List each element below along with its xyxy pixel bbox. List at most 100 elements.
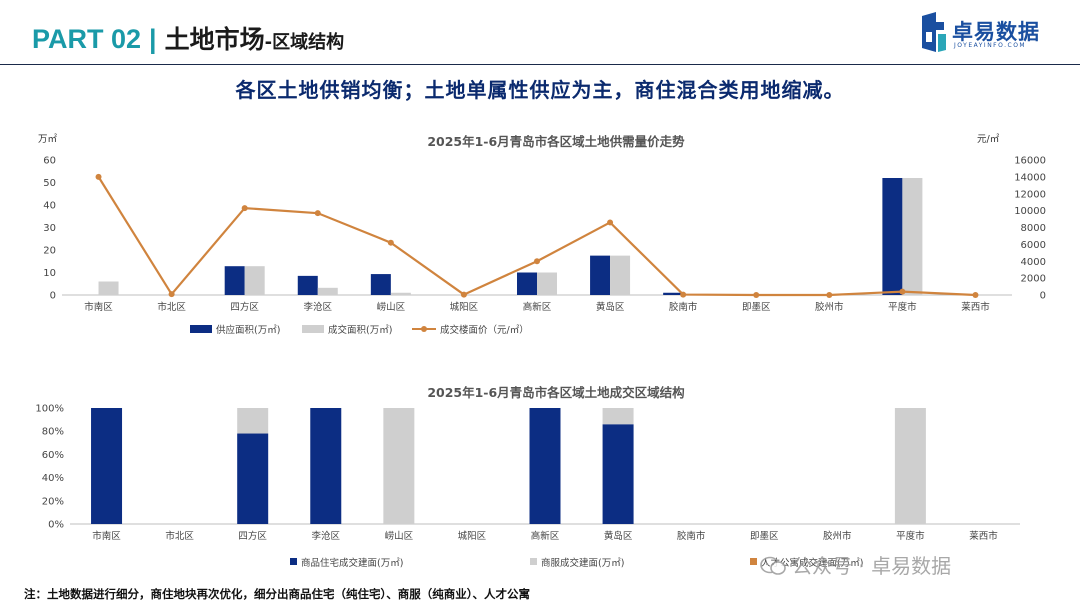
headline: 各区土地供销均衡；土地单属性供应为主，商住混合类用地缩减。 <box>235 78 845 102</box>
y-tick-label-right: 14000 <box>1014 172 1046 183</box>
y-tick-label: 60% <box>42 450 64 461</box>
y-tick-label-right: 10000 <box>1014 206 1046 217</box>
residential-bar <box>237 433 269 524</box>
part-number: PART 02 <box>32 24 142 54</box>
price-point <box>607 219 614 226</box>
price-point <box>241 205 248 212</box>
x-tick-label: 市北区 <box>157 301 186 313</box>
y-tick-label-right: 2000 <box>1021 274 1046 285</box>
y-axis-unit-left: 万㎡ <box>38 134 58 145</box>
x-tick-label: 平度市 <box>896 530 925 542</box>
chart-title: 2025年1-6月青岛市各区域土地成交区域结构 <box>427 385 684 400</box>
commercial-bar <box>237 408 269 434</box>
y-tick-label-right: 16000 <box>1014 156 1046 167</box>
legend-swatch-supply <box>190 325 212 333</box>
supply-bar <box>590 255 611 295</box>
legend-label-supply: 供应面积(万㎡) <box>216 324 280 336</box>
brand-name: 卓易数据 <box>952 20 1040 44</box>
brand-logo: 卓易数据 JOYEAYINFO.COM <box>918 10 1068 54</box>
y-tick-label-right: 4000 <box>1021 257 1046 268</box>
y-tick-label-right: 12000 <box>1014 189 1046 200</box>
y-tick-label: 20% <box>42 496 64 507</box>
residential-bar <box>529 408 561 524</box>
x-tick-label: 胶南市 <box>677 530 706 542</box>
deal-bar <box>317 287 338 295</box>
x-tick-label: 崂山区 <box>385 531 414 542</box>
deal-structure-chart: 2025年1-6月青岛市各区域土地成交区域结构 0% 20% 40% 60% 80% 100… <box>35 385 1020 569</box>
y-tick-label-right: 8000 <box>1021 223 1046 234</box>
x-tick-label: 黄岛区 <box>596 301 625 313</box>
supply-bar <box>517 272 537 295</box>
supply-bar <box>370 274 391 295</box>
price-point <box>387 239 394 246</box>
y-tick-label-left: 10 <box>43 268 56 279</box>
x-tick-label: 李沧区 <box>304 301 333 313</box>
x-tick-label: 平度市 <box>888 301 917 313</box>
brand-mark-icon <box>922 12 946 52</box>
x-tick-label: 城阳区 <box>450 302 479 313</box>
x-tick-label: 胶州市 <box>823 530 852 542</box>
y-tick-label-left: 40 <box>43 201 56 212</box>
x-tick-label: 高新区 <box>523 301 552 313</box>
supply-bar <box>663 292 684 295</box>
y-tick-label: 0% <box>48 520 64 531</box>
commercial-bar <box>894 408 926 524</box>
x-tick-label: 崂山区 <box>377 302 406 313</box>
legend-label-residential: 商品住宅成交建面(万㎡) <box>301 557 403 569</box>
price-point <box>972 292 979 298</box>
legend-label-commercial: 商服成交建面(万㎡) <box>541 557 624 569</box>
supply-bar <box>297 275 318 295</box>
x-tick-label: 高新区 <box>531 530 560 542</box>
supply-bar <box>224 266 245 295</box>
price-point <box>168 291 175 298</box>
watermark-text: 公众号 · 卓易数据 <box>792 554 952 578</box>
x-tick-label: 即墨区 <box>750 531 779 542</box>
y-tick-label-left: 0 <box>50 291 56 302</box>
price-point <box>753 292 760 298</box>
x-tick-label: 市北区 <box>165 530 194 542</box>
deal-bar <box>244 266 265 295</box>
deal-bar <box>537 272 557 295</box>
residential-bar <box>310 408 342 524</box>
deal-bar <box>610 255 631 295</box>
legend-label-deal: 成交面积(万㎡) <box>328 324 392 336</box>
price-point <box>534 258 540 265</box>
legend-swatch <box>530 558 537 565</box>
x-tick-label: 市南区 <box>92 530 121 542</box>
y-tick-label: 80% <box>42 427 64 438</box>
legend-swatch <box>290 558 297 565</box>
x-tick-label: 四方区 <box>238 530 267 542</box>
residential-bar <box>91 408 123 524</box>
price-point <box>826 292 833 298</box>
page-title: 土地市场 <box>164 25 265 54</box>
legend-swatch-deal <box>302 325 324 333</box>
y-tick-label-right: 0 <box>1040 291 1046 302</box>
supply-demand-price-chart: 2025年1-6月青岛市各区域土地供需量价走势 万㎡ 元/㎡ 0 10 20 30 40 50 6… <box>38 134 1046 336</box>
footnote: 注：土地数据进行细分，商住地块再次优化，细分出商品住宅（纯住宅）、商服（纯商业）… <box>24 587 530 601</box>
price-point <box>95 173 102 180</box>
y-tick-label: 40% <box>42 473 64 484</box>
legend-label-talent-apartment: 人才公寓成交建面(万㎡) <box>761 557 863 569</box>
x-tick-label: 李沧区 <box>312 530 341 542</box>
x-tick-label: 四方区 <box>230 301 259 313</box>
commercial-bar <box>602 408 634 425</box>
x-tick-label: 莱西市 <box>961 301 990 313</box>
price-point <box>680 291 687 298</box>
y-tick-label-left: 60 <box>43 156 56 167</box>
deal-bar <box>390 292 411 295</box>
page-subtitle: -区域结构 <box>264 32 345 53</box>
price-point <box>460 291 467 298</box>
y-tick-label-right: 6000 <box>1021 240 1046 251</box>
x-tick-label: 胶州市 <box>815 301 844 313</box>
y-tick-label: 100% <box>35 404 64 415</box>
header-divider <box>0 64 1080 65</box>
wechat-icon <box>760 556 786 575</box>
y-tick-label-left: 20 <box>43 246 56 257</box>
chart-title: 2025年1-6月青岛市各区域土地供需量价走势 <box>427 134 685 149</box>
legend-label-price: 成交楼面价（元/㎡） <box>440 324 529 336</box>
x-tick-label: 黄岛区 <box>604 530 633 542</box>
legend-swatch <box>750 558 757 565</box>
x-tick-label: 市南区 <box>84 301 113 313</box>
y-tick-label-left: 50 <box>43 178 56 189</box>
x-tick-label: 即墨区 <box>742 302 771 313</box>
